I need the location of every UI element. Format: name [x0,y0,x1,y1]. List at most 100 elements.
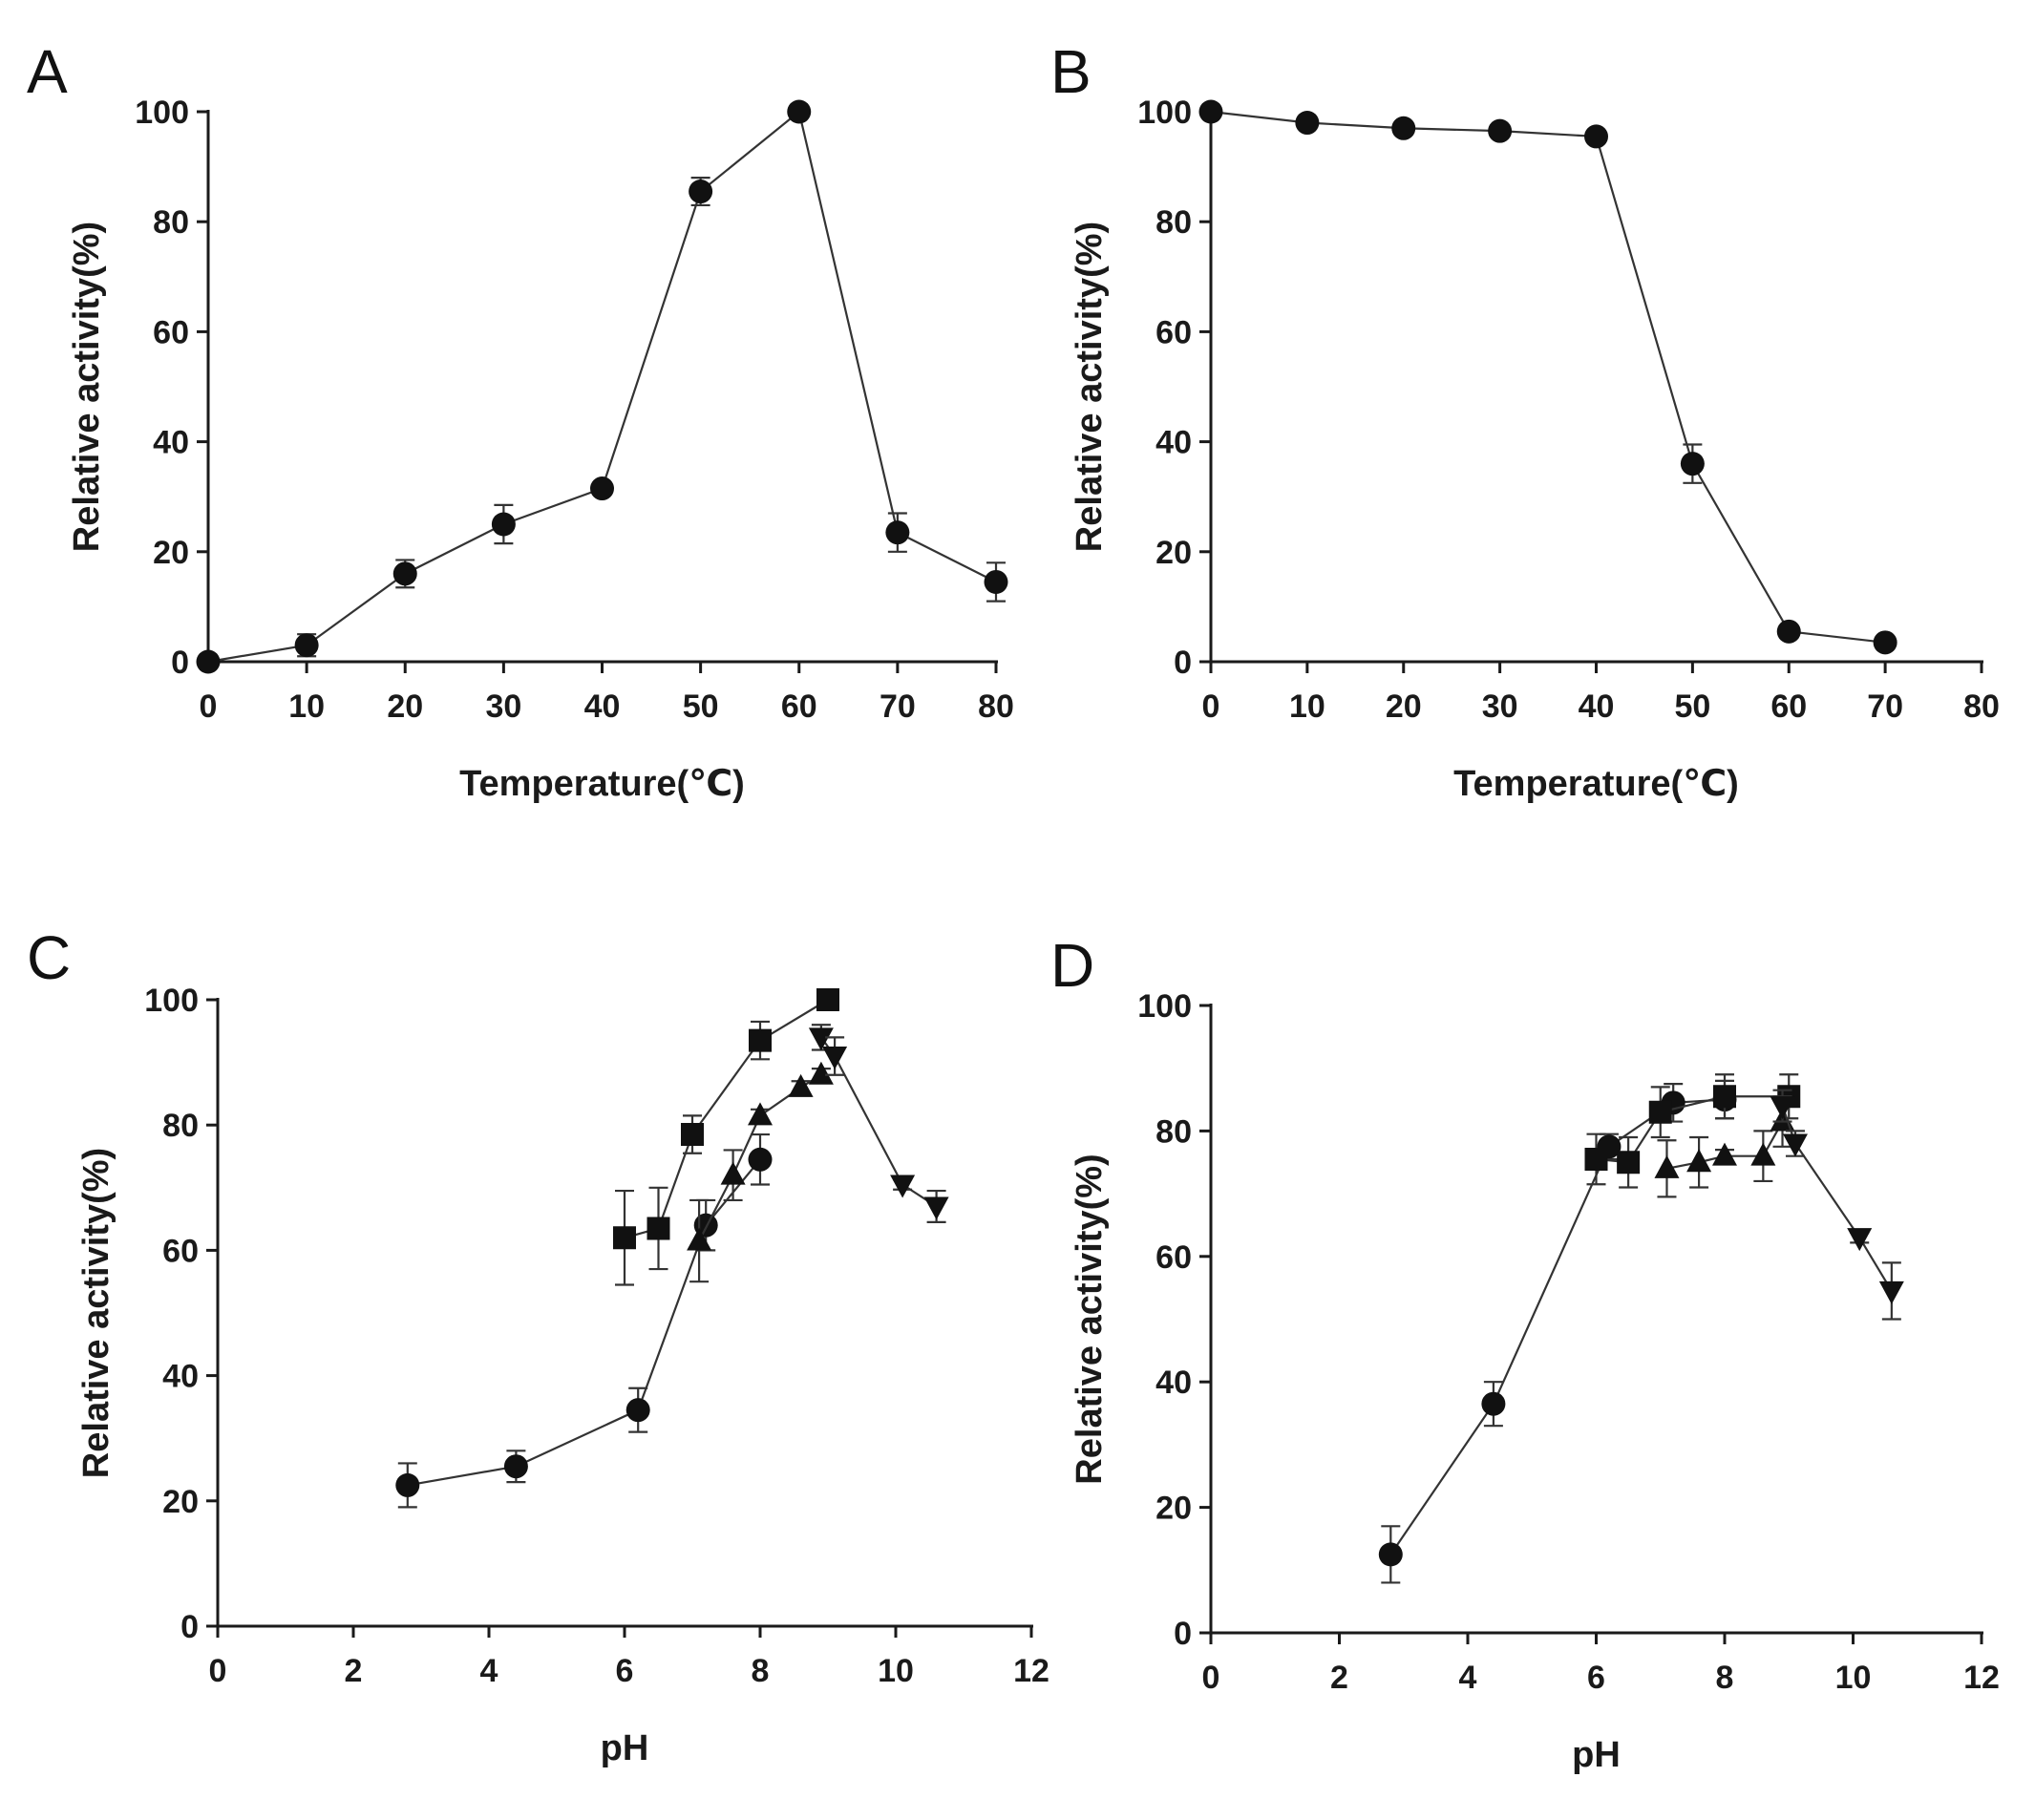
y-tick-label: 80 [162,1108,199,1144]
data-point-circle [491,512,516,537]
data-point-triangle-up [720,1161,746,1185]
data-point-circle [885,520,910,545]
y-tick-label: 20 [162,1484,199,1520]
y-axis-title: Relative activity(%) [1070,222,1110,552]
data-point-circle [1481,1391,1506,1416]
panel-letter-b: B [1050,37,1092,106]
data-point-square [613,1226,636,1250]
data-point-circle [395,1472,420,1497]
x-tick-label: 12 [1963,1660,2000,1696]
x-tick-label: 30 [1482,688,1518,725]
y-tick-label: 60 [153,314,189,350]
x-tick-label: 6 [1587,1660,1605,1696]
x-tick-label: 80 [1963,688,2000,725]
data-point-circle [1680,452,1705,476]
series-line [1781,1105,1893,1292]
y-axis-title: Relative activity(%) [1070,1153,1110,1484]
x-tick-label: 30 [485,688,521,725]
series-square [613,988,839,1286]
y-tick-label: 0 [1174,645,1192,681]
y-tick-label: 100 [1137,95,1192,131]
y-tick-label: 20 [153,535,189,571]
x-tick-label: 20 [387,688,423,725]
data-point-square [749,1028,772,1052]
x-tick-label: 0 [209,1653,227,1689]
data-point-circle [689,180,713,204]
data-point-circle [196,649,221,674]
x-tick-label: 10 [288,688,325,725]
panel-c: C 0 2 4 6 8 10 12 0 20 40 60 80 100 pH Relative activit… [27,923,1049,1768]
series-circle [1198,99,1897,655]
y-tick-label: 0 [180,1609,199,1645]
x-tick-label: 40 [584,688,621,725]
x-tick-label: 0 [1202,1660,1220,1696]
data-point-triangle-up [1712,1142,1737,1166]
data-point-square [647,1217,670,1240]
series-line [207,110,997,664]
x-tick-label: 8 [752,1653,770,1689]
data-point-square [681,1123,704,1147]
y-tick-label: 100 [135,95,189,131]
data-point-triangle-up [1654,1154,1680,1178]
x-axis-title: Temperature(℃) [1453,764,1739,804]
x-tick-label: 0 [1202,688,1220,725]
series-circle [1378,1079,1737,1584]
data-point-square [1584,1147,1608,1171]
x-axis-title: pH [1572,1735,1621,1775]
data-point-triangle-down [890,1175,916,1198]
data-point-circle [787,99,812,124]
data-point-circle [1873,630,1897,655]
x-tick-label: 10 [878,1653,914,1689]
x-tick-label: 12 [1013,1653,1049,1689]
panel-d: D 0 2 4 6 8 10 12 0 20 40 60 80 100 pH Relative activit… [1050,931,2000,1775]
series-triangle-up [687,1061,834,1283]
data-point-triangle-down [1847,1228,1873,1252]
y-tick-label: 0 [171,645,189,681]
series-circle [196,99,1008,674]
y-tick-label: 100 [1137,988,1192,1025]
data-point-circle [1776,619,1801,644]
data-point-circle [1198,99,1223,124]
data-point-square [1648,1100,1672,1124]
data-point-circle [392,561,417,586]
x-tick-label: 70 [880,688,916,725]
data-point-triangle-up [748,1102,773,1126]
x-axis-title: Temperature(℃) [459,764,745,804]
data-point-circle [1391,116,1416,140]
y-tick-label: 0 [1174,1616,1192,1652]
y-tick-label: 60 [1155,314,1192,350]
data-point-triangle-up [687,1227,712,1251]
y-tick-label: 40 [162,1359,199,1395]
x-tick-label: 60 [781,688,817,725]
y-tick-label: 20 [1155,535,1192,571]
y-tick-label: 80 [1155,1113,1192,1150]
x-axis-title: pH [601,1728,649,1768]
data-point-circle [590,476,614,501]
series-line [407,1158,761,1487]
y-tick-label: 20 [1155,1491,1192,1527]
data-point-square [1713,1085,1736,1109]
x-tick-label: 0 [200,688,218,725]
data-point-circle [748,1147,773,1172]
y-tick-label: 100 [144,983,199,1019]
data-point-circle [294,633,319,658]
data-point-square [816,988,839,1011]
x-tick-label: 4 [480,1653,498,1689]
y-axis-title: Relative activity(%) [76,1148,117,1478]
data-point-circle [1295,111,1320,136]
data-point-circle [1584,124,1608,149]
data-point-triangle-up [1686,1149,1712,1173]
data-point-triangle-down [808,1027,834,1051]
data-point-triangle-up [1750,1142,1776,1166]
panel-b: B 0 10 20 30 40 50 60 70 80 0 20 40 60 80 100 Temperatur… [1050,37,2000,804]
x-tick-label: 6 [616,1653,634,1689]
panel-letter-c: C [27,923,71,992]
data-point-triangle-down [923,1196,949,1220]
data-point-square [1617,1151,1641,1175]
panel-letter-d: D [1050,931,1094,1000]
data-point-circle [1378,1542,1403,1567]
x-tick-label: 60 [1770,688,1807,725]
panel-a: A 0 10 20 30 40 50 60 70 80 0 20 40 60 80 100 Temperatur… [27,37,1014,804]
data-point-triangle-down [1770,1096,1795,1120]
